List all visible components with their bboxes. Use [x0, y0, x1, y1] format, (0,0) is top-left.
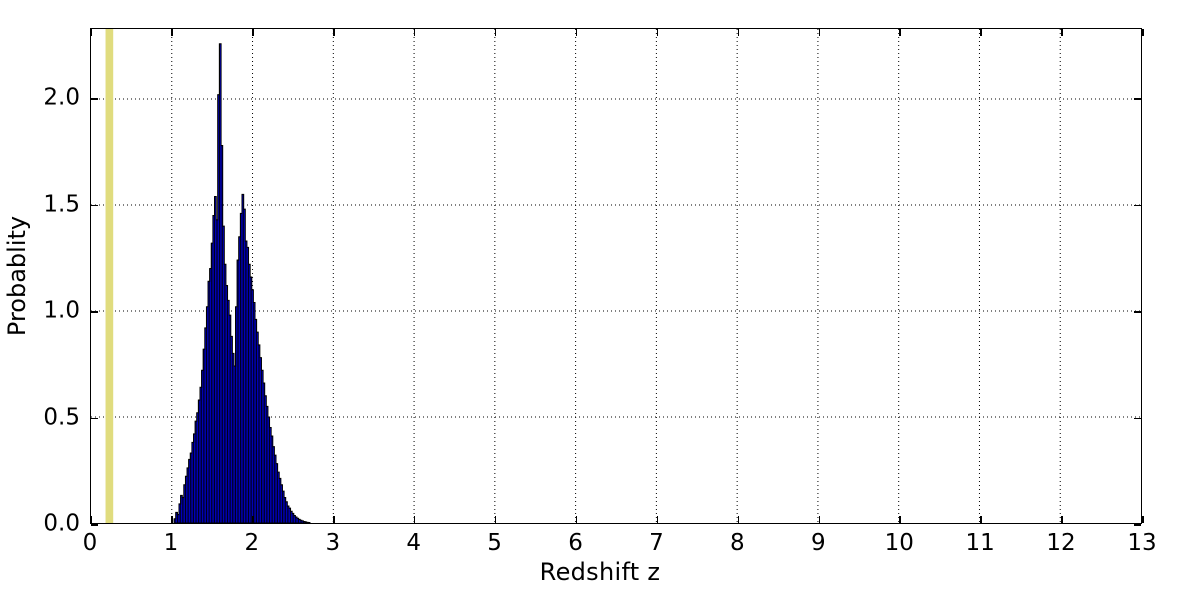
x-tick-label: 13 — [1127, 530, 1157, 556]
x-tick-mark-top — [818, 29, 821, 36]
x-tick-mark — [90, 516, 92, 523]
y-tick-label: 1.5 — [43, 191, 80, 218]
y-axis-label: Probablity — [3, 215, 32, 337]
y-tick-mark-right — [1134, 524, 1141, 526]
x-tick-label: 10 — [884, 530, 914, 556]
x-tick-label: 0 — [82, 530, 98, 556]
y-tick-mark — [91, 417, 98, 420]
y-tick-label: 0.5 — [43, 404, 80, 431]
gridlines-group — [91, 29, 1141, 523]
x-tick-label: 9 — [810, 530, 826, 556]
x-tick-mark-top — [413, 29, 416, 36]
x-tick-mark — [980, 516, 982, 523]
x-tick-mark — [1142, 516, 1144, 523]
x-tick-mark — [899, 516, 902, 523]
x-tick-mark — [656, 516, 659, 523]
x-tick-mark-top — [252, 29, 254, 36]
pdf-series-group — [174, 44, 310, 523]
x-tick-mark — [413, 516, 416, 523]
y-axis-label-wrap: Probablity — [0, 0, 34, 552]
x-tick-label: 3 — [325, 530, 341, 556]
y-tick-mark — [91, 524, 98, 526]
x-tick-mark — [171, 516, 173, 523]
y-tick-mark-right — [1134, 311, 1141, 313]
x-tick-mark — [252, 516, 254, 523]
x-tick-mark-top — [899, 29, 902, 36]
x-tick-mark-top — [1142, 29, 1144, 36]
x-tick-mark-top — [332, 29, 335, 36]
x-tick-mark-top — [90, 29, 92, 36]
x-tick-label: 4 — [406, 530, 422, 556]
plot-axes — [90, 28, 1144, 526]
x-tick-mark-top — [737, 29, 740, 36]
x-tick-label: 2 — [244, 530, 260, 556]
x-tick-mark — [818, 516, 821, 523]
x-tick-label: 1 — [163, 530, 179, 556]
x-tick-label: 12 — [1046, 530, 1076, 556]
x-tick-mark — [737, 516, 740, 523]
y-tick-mark-right — [1134, 204, 1141, 207]
y-tick-label: 1.0 — [43, 297, 80, 324]
x-tick-mark-top — [171, 29, 173, 36]
y-tick-mark — [91, 204, 98, 207]
x-tick-mark — [332, 516, 335, 523]
x-tick-mark — [494, 516, 497, 523]
spectroscopic-redshift-band — [105, 29, 114, 523]
x-tick-label: 6 — [568, 530, 583, 556]
y-tick-label: 0.0 — [43, 510, 80, 537]
y-tick-label: 2.0 — [43, 84, 80, 111]
x-tick-mark-top — [980, 29, 982, 36]
x-tick-label: 5 — [487, 530, 502, 556]
y-tick-mark-right — [1134, 98, 1141, 101]
x-tick-label: 8 — [730, 530, 745, 556]
y-tick-mark — [91, 98, 98, 101]
y-tick-mark-right — [1134, 417, 1141, 420]
x-tick-label: 7 — [649, 530, 664, 556]
x-tick-mark-top — [1061, 29, 1063, 36]
x-tick-mark-top — [656, 29, 659, 36]
x-tick-mark-top — [494, 29, 497, 36]
plot-area-svg — [91, 29, 1141, 523]
y-tick-mark — [91, 311, 98, 313]
x-tick-label: 11 — [965, 530, 995, 556]
highlight-band-group — [105, 29, 114, 523]
x-tick-mark — [575, 516, 578, 523]
x-tick-mark-top — [575, 29, 578, 36]
x-axis-label: Redshift z — [539, 558, 661, 586]
x-tick-mark — [1061, 516, 1063, 523]
